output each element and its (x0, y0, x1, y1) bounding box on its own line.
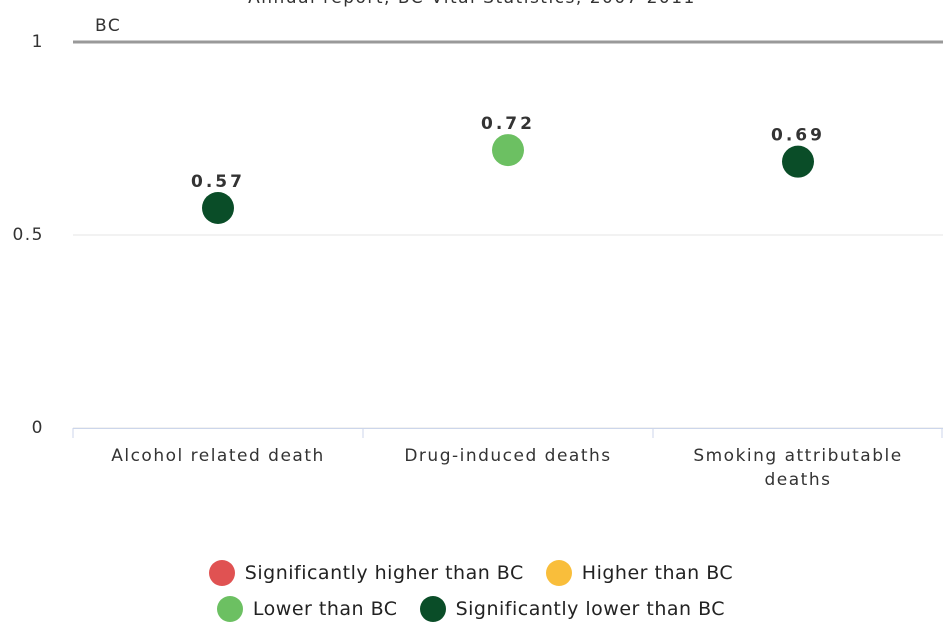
x-tick-label: Alcohol related death (111, 446, 325, 466)
value-label: 0.57 (191, 172, 245, 192)
y-tick-label: 1 (32, 32, 44, 52)
legend-label: Higher than BC (581, 562, 734, 584)
dot (202, 191, 234, 224)
legend-item: Significantly higher than BC (208, 560, 524, 586)
legend-label: Significantly lower than BC (455, 598, 726, 620)
value-label: 0.72 (481, 114, 535, 134)
reference-label: BC (95, 16, 121, 36)
x-tick-label: Drug-induced deaths (404, 446, 612, 466)
value-label: 0.69 (771, 126, 825, 146)
legend-item: Significantly lower than BC (419, 596, 726, 622)
legend-marker (208, 560, 235, 586)
y-tick-label: 0.5 (12, 225, 44, 245)
chart-title: Annual report, BC Vital Statistics, 2007… (248, 0, 696, 8)
x-tick-label: Smoking attributable deaths (693, 446, 903, 490)
legend-marker (419, 596, 446, 622)
legend-marker (216, 596, 243, 622)
legend-item: Higher than BC (545, 560, 734, 586)
legend-item: Lower than BC (216, 596, 398, 622)
legend-label: Significantly higher than BC (244, 562, 524, 584)
legend: Significantly higher than BC Higher than … (121, 560, 821, 622)
dot (782, 145, 814, 178)
legend-marker (545, 560, 572, 586)
y-tick-label: 0 (32, 418, 44, 438)
dot (492, 134, 524, 167)
legend-label: Lower than BC (252, 598, 398, 620)
